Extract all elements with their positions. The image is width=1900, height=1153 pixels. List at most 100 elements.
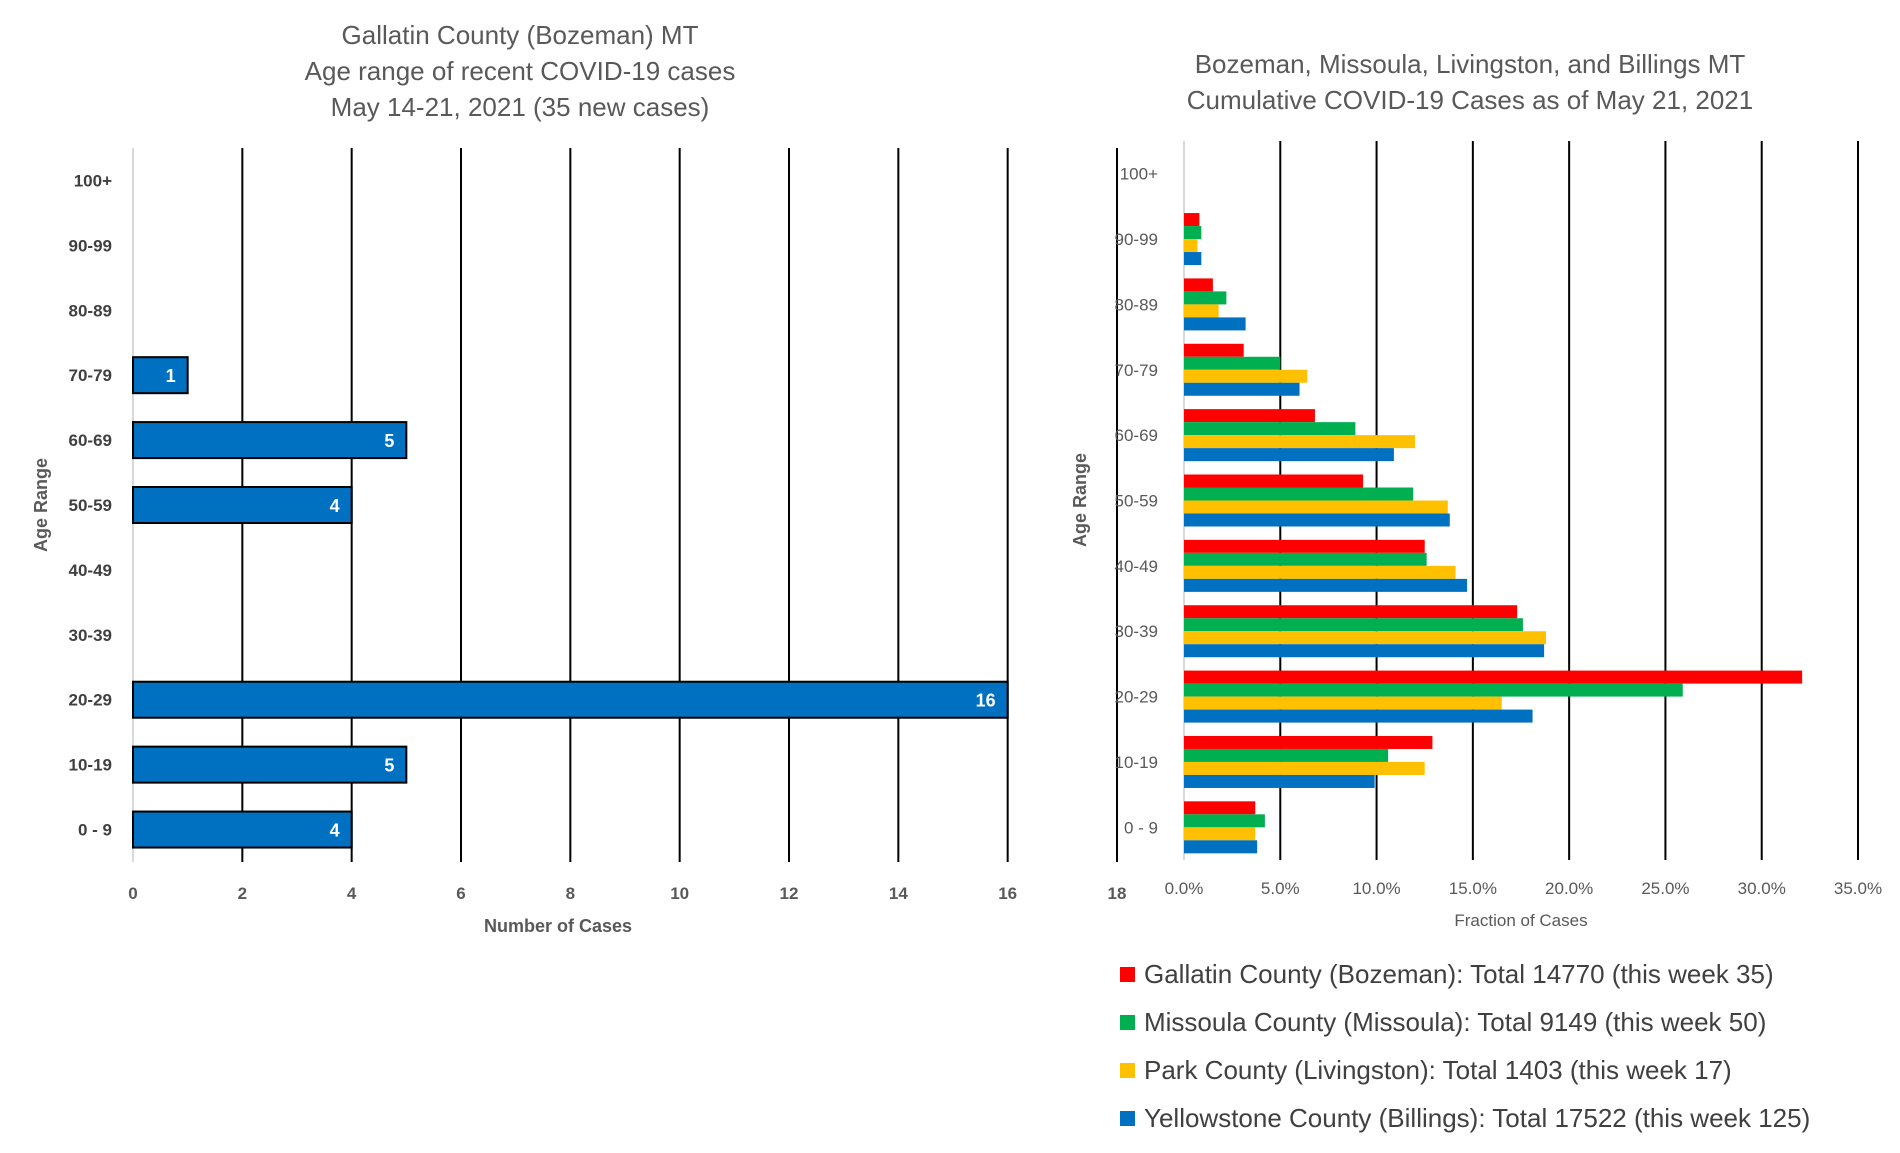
y-tick-label: 70-79 xyxy=(1115,361,1158,380)
chart-legend: Gallatin County (Bozeman): Total 14770 (… xyxy=(1120,950,1810,1142)
chart-plot: 0.0% 5.0% 10.0% 15.0% 20.0% 25.0% 30.0% 35.0% 0 … xyxy=(1070,141,1882,930)
chart-plot: 0 2 4 6 8 10 12 14 16 180 - 9 410-19 520-29 1630-394… xyxy=(31,148,1126,936)
x-tick-label: 5.0% xyxy=(1261,879,1300,898)
data-label: 4 xyxy=(330,821,340,841)
bar xyxy=(132,680,1009,719)
legend-swatch xyxy=(1120,966,1135,982)
y-tick-label: 50-59 xyxy=(69,496,112,515)
y-tick-label: 10-19 xyxy=(1115,753,1158,772)
x-tick-label: 12 xyxy=(780,884,799,903)
x-axis-title: Fraction of Cases xyxy=(1454,911,1587,930)
bar xyxy=(1184,382,1300,396)
bar xyxy=(1184,670,1803,684)
bar xyxy=(1184,304,1219,318)
bar xyxy=(132,421,408,460)
bar xyxy=(1184,565,1456,579)
bar xyxy=(1184,239,1198,253)
data-label: 5 xyxy=(384,431,394,451)
bar xyxy=(1184,435,1416,449)
legend-item: Yellowstone County (Billings): Total 175… xyxy=(1120,1094,1810,1142)
chart-title-line: Bozeman, Missoula, Livingston, and Billi… xyxy=(1194,49,1746,79)
bar xyxy=(1184,422,1356,436)
x-axis-title: Number of Cases xyxy=(484,916,632,936)
bar xyxy=(1184,213,1200,227)
bar xyxy=(1184,840,1258,854)
y-tick-label: 100+ xyxy=(74,171,112,190)
legend-label: Gallatin County (Bozeman): Total 14770 (… xyxy=(1144,958,1774,989)
bar xyxy=(1184,709,1533,723)
bar xyxy=(1184,252,1202,266)
bar xyxy=(1184,487,1414,501)
bar xyxy=(1184,317,1246,331)
bar xyxy=(1184,827,1256,841)
legend-item: Park County (Livingston): Total 1403 (th… xyxy=(1120,1046,1810,1094)
bar xyxy=(1184,291,1227,305)
bar xyxy=(1184,774,1375,788)
data-label: 1 xyxy=(166,366,176,386)
x-tick-label: 2 xyxy=(238,884,247,903)
y-tick-label: 40-49 xyxy=(1115,557,1158,576)
data-label: 5 xyxy=(384,756,394,776)
bar xyxy=(132,356,189,395)
y-tick-label: 40-49 xyxy=(69,561,112,580)
legend-item: Gallatin County (Bozeman): Total 14770 (… xyxy=(1120,950,1810,998)
bar xyxy=(1184,278,1213,292)
legend-label: Yellowstone County (Billings): Total 175… xyxy=(1144,1102,1811,1133)
legend-swatch xyxy=(1120,1014,1135,1030)
x-tick-label: 0 xyxy=(128,884,137,903)
chart-title-line: Age range of recent COVID-19 cases xyxy=(304,56,736,86)
chart-title-line: May 14-21, 2021 (35 new cases) xyxy=(330,92,710,122)
y-tick-label: 20-29 xyxy=(1115,688,1158,707)
y-tick-label: 0 - 9 xyxy=(1124,818,1158,837)
x-tick-label: 16 xyxy=(998,884,1017,903)
y-tick-label: 10-19 xyxy=(69,756,112,775)
bar xyxy=(132,745,408,784)
bar xyxy=(1184,356,1281,370)
data-label: 4 xyxy=(330,496,340,516)
x-tick-label: 25.0% xyxy=(1641,879,1689,898)
y-tick-label: 80-89 xyxy=(69,301,112,320)
bar xyxy=(1184,409,1315,423)
cumulative-cases-bar-chart: Bozeman, Missoula, Livingston, and Billi… xyxy=(1040,0,1900,1153)
x-tick-label: 4 xyxy=(347,884,357,903)
bar xyxy=(1184,539,1425,553)
age-range-bar-chart: Gallatin County (Bozeman) MT Age range o… xyxy=(31,20,1126,936)
x-tick-label: 0.0% xyxy=(1165,879,1204,898)
bar xyxy=(1184,735,1433,749)
x-tick-label: 6 xyxy=(456,884,465,903)
bar xyxy=(1184,644,1545,658)
data-label: 16 xyxy=(976,691,996,711)
bar xyxy=(1184,631,1547,645)
y-tick-label: 70-79 xyxy=(69,366,112,385)
y-tick-label: 60-69 xyxy=(69,431,112,450)
bar xyxy=(1184,605,1518,619)
bar xyxy=(1184,801,1256,815)
bar xyxy=(1184,683,1683,697)
y-tick-label: 90-99 xyxy=(1115,230,1158,249)
bar xyxy=(1184,343,1244,357)
legend-item: Missoula County (Missoula): Total 9149 (… xyxy=(1120,998,1810,1046)
y-tick-label: 80-89 xyxy=(1115,295,1158,314)
x-tick-label: 30.0% xyxy=(1738,879,1786,898)
chart-title-line: Gallatin County (Bozeman) MT xyxy=(341,20,699,50)
y-tick-label: 90-99 xyxy=(69,236,112,255)
bar xyxy=(1184,578,1468,592)
legend-swatch xyxy=(1120,1062,1135,1078)
y-tick-label: 20-29 xyxy=(69,691,112,710)
bar xyxy=(1184,226,1202,240)
legend-label: Missoula County (Missoula): Total 9149 (… xyxy=(1144,1006,1767,1037)
y-tick-label: 30-39 xyxy=(1115,622,1158,641)
y-tick-label: 50-59 xyxy=(1115,492,1158,511)
x-tick-label: 35.0% xyxy=(1834,879,1882,898)
bar xyxy=(1184,761,1425,775)
bar xyxy=(132,810,353,849)
x-tick-label: 14 xyxy=(889,884,908,903)
bar xyxy=(1184,448,1394,462)
bar xyxy=(132,486,353,524)
x-tick-label: 20.0% xyxy=(1545,879,1593,898)
bar xyxy=(1184,748,1389,762)
bar xyxy=(1184,618,1523,632)
y-axis-title: Age Range xyxy=(1070,453,1090,547)
bar xyxy=(1184,369,1308,383)
bar xyxy=(1184,696,1502,710)
